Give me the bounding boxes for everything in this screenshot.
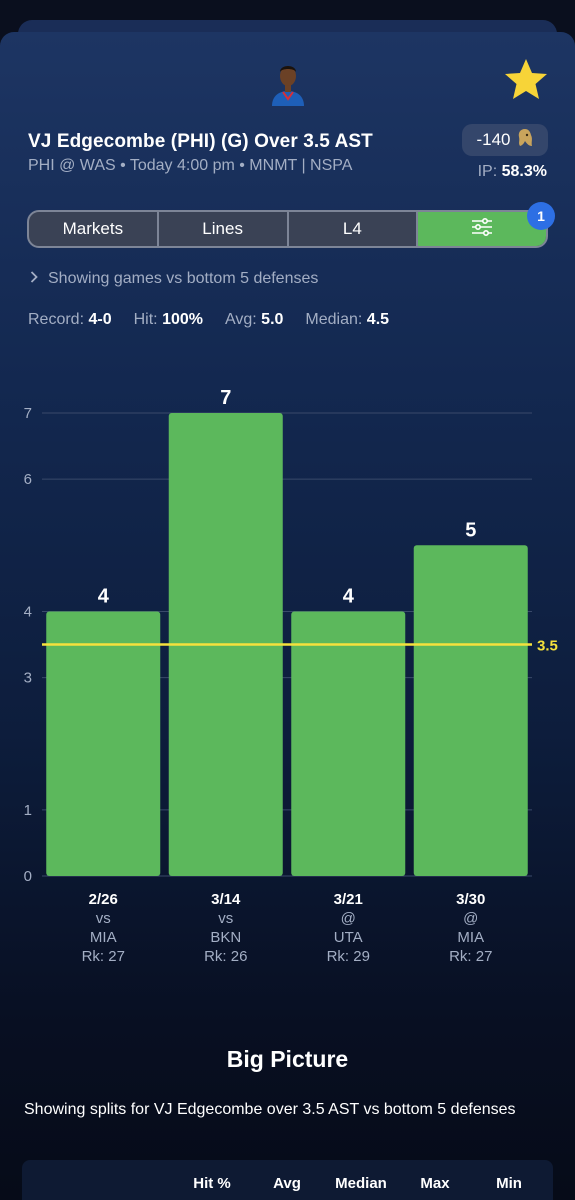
x-venue-label: vs: [218, 910, 233, 927]
tab-markets[interactable]: Markets: [29, 212, 159, 246]
y-tick-label: 1: [24, 802, 32, 819]
player-avatar: [264, 58, 312, 106]
bar: [413, 545, 528, 876]
threshold-label: 3.5: [537, 638, 558, 655]
col-avg: Avg: [273, 1175, 301, 1192]
sliders-icon: [471, 217, 493, 241]
favorite-star-icon[interactable]: [502, 56, 550, 104]
x-venue-label: vs: [96, 910, 111, 927]
tab-l4[interactable]: L4: [289, 212, 419, 246]
filter-note[interactable]: Showing games vs bottom 5 defenses: [30, 270, 318, 288]
x-rank-label: Rk: 27: [449, 948, 492, 965]
filter-count-badge: 1: [527, 202, 555, 230]
view-tabs: Markets Lines L4: [27, 210, 548, 248]
col-min: Min: [496, 1175, 522, 1192]
stat-record: Record: 4-0: [28, 311, 112, 328]
bar-value-label: 7: [220, 387, 231, 409]
bar-value-label: 4: [343, 585, 355, 607]
y-tick-label: 4: [24, 603, 32, 620]
bar: [291, 611, 406, 876]
x-venue-label: @: [463, 910, 478, 927]
x-opponent-label: MIA: [90, 929, 117, 946]
x-opponent-label: UTA: [334, 929, 363, 946]
x-date-label: 3/30: [456, 891, 485, 908]
tab-lines[interactable]: Lines: [159, 212, 289, 246]
sportsbook-logo-icon: [516, 128, 534, 153]
stat-median: Median: 4.5: [305, 311, 390, 328]
splits-table: Hit % Avg Median Max Min: [22, 1160, 553, 1200]
y-tick-label: 7: [24, 405, 32, 422]
stats-row: Record: 4-0 Hit: 100% Avg: 5.0 Median: 4…: [28, 311, 389, 329]
ip-value: 58.3%: [501, 163, 547, 180]
bar-value-label: 5: [465, 519, 476, 541]
bar-value-label: 4: [98, 585, 110, 607]
x-rank-label: Rk: 27: [82, 948, 125, 965]
filter-button[interactable]: [418, 212, 546, 246]
x-date-label: 3/14: [211, 891, 241, 908]
big-picture-description: Showing splits for VJ Edgecombe over 3.5…: [24, 1101, 516, 1118]
x-rank-label: Rk: 29: [327, 948, 370, 965]
ip-label: IP:: [477, 163, 498, 180]
stat-avg: Avg: 5.0: [224, 311, 284, 328]
game-info: PHI @ WAS • Today 4:00 pm • MNMT | NSPA: [28, 157, 353, 174]
col-max: Max: [420, 1175, 450, 1192]
chevron-right-icon: [30, 270, 38, 288]
x-date-label: 3/21: [334, 891, 363, 908]
odds-value: -140: [476, 130, 511, 149]
x-rank-label: Rk: 26: [204, 948, 247, 965]
prop-title: VJ Edgecombe (PHI) (G) Over 3.5 AST: [28, 131, 373, 152]
splits-header: Hit % Avg Median Max Min: [22, 1175, 553, 1195]
implied-probability: IP: 58.3%: [478, 163, 547, 181]
big-picture-title: Big Picture: [226, 1046, 349, 1072]
game-log-chart: 0 1 3 4 6 7 4 2/26 vs MIA Rk: 27 7 3/14 vs BKN Rk: 26 4 3…: [24, 387, 558, 965]
col-median: Median: [335, 1175, 387, 1192]
odds-pill[interactable]: -140: [462, 124, 548, 156]
x-venue-label: @: [341, 910, 356, 927]
bar: [46, 611, 161, 876]
x-date-label: 2/26: [89, 891, 118, 908]
y-tick-label: 3: [24, 670, 32, 687]
x-opponent-label: MIA: [457, 929, 484, 946]
y-tick-label: 6: [24, 471, 32, 488]
x-opponent-label: BKN: [210, 929, 241, 946]
stat-hit: Hit: 100%: [133, 311, 203, 328]
y-tick-label: 0: [24, 868, 32, 885]
col-hit-pct: Hit %: [193, 1175, 231, 1192]
filter-note-text: Showing games vs bottom 5 defenses: [48, 270, 319, 287]
